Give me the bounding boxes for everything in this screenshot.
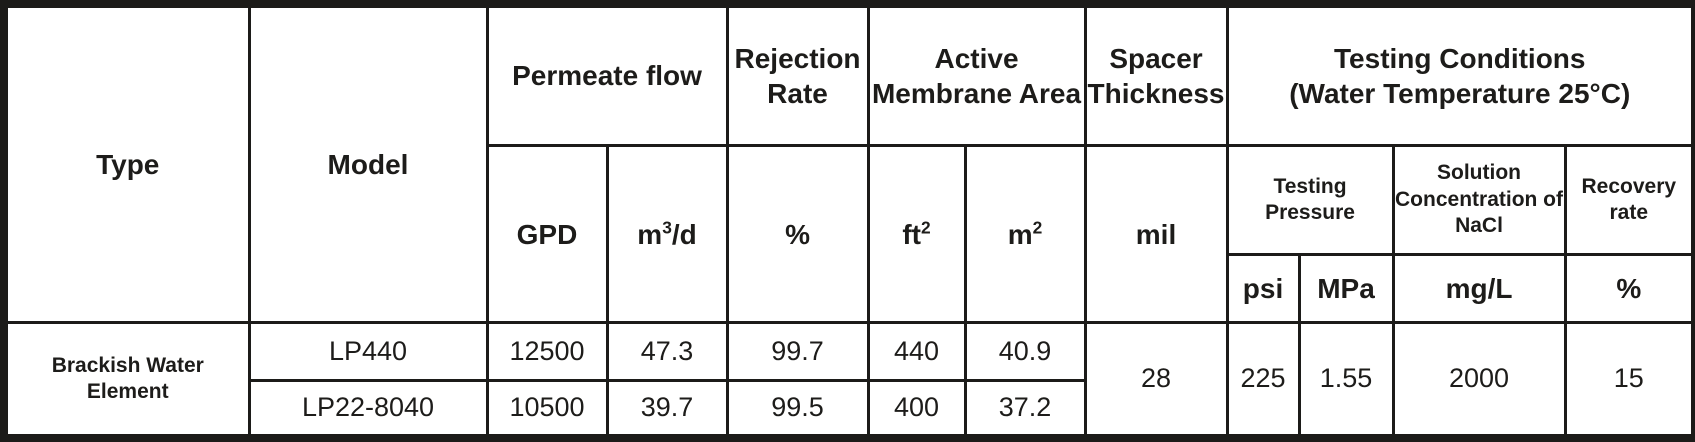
cell-gpd: 12500: [485, 321, 609, 382]
testing-conditions-line2: (Water Temperature 25°C): [1289, 77, 1631, 109]
cell-nacl-concentration: 2000: [1391, 321, 1567, 440]
cell-m3d: 39.7: [605, 378, 729, 440]
cell-recovery-rate: 15: [1563, 321, 1695, 440]
cell-model: LP22-8040: [247, 378, 489, 440]
cell-model: LP440: [247, 321, 489, 382]
cell-ft2: 400: [866, 378, 967, 440]
header-rejection-rate: Rejection Rate: [725, 2, 870, 147]
unit-rejection-percent: %: [725, 143, 870, 325]
unit-psi: psi: [1225, 252, 1301, 325]
cell-m2: 37.2: [963, 378, 1087, 440]
cell-ft2: 440: [866, 321, 967, 382]
unit-gpd: GPD: [485, 143, 609, 325]
cell-m3d: 47.3: [605, 321, 729, 382]
cell-gpd: 10500: [485, 378, 609, 440]
cell-m2: 40.9: [963, 321, 1087, 382]
unit-m3d: m3/d: [605, 143, 729, 325]
unit-mpa: MPa: [1297, 252, 1395, 325]
header-recovery-rate: Recovery rate: [1563, 143, 1695, 256]
cell-pressure-mpa: 1.55: [1297, 321, 1395, 440]
unit-mgl: mg/L: [1391, 252, 1567, 325]
header-model: Model: [247, 2, 489, 325]
cell-spacer-thickness: 28: [1083, 321, 1229, 440]
header-testing-pressure: Testing Pressure: [1225, 143, 1395, 256]
header-row-units: psi MPa mg/L %: [4, 252, 1695, 325]
testing-conditions-line1: Testing Conditions: [1334, 42, 1586, 74]
table-row-lp22-8040: LP22-8040 10500 39.7 99.5 400 37.2: [4, 378, 1695, 440]
unit-mil: mil: [1083, 143, 1229, 325]
header-row-subgroups: GPD m3/d % ft2 m2 mil Testing Pressure S…: [4, 143, 1695, 325]
header-solution-concentration: Solution Concentration of NaCl: [1391, 143, 1567, 256]
cell-element-type: Brackish Water Element: [2, 321, 251, 440]
cell-rejection: 99.5: [725, 378, 870, 440]
header-active-membrane-area: Active Membrane Area: [866, 2, 1087, 147]
header-permeate-flow: Permeate flow: [485, 2, 729, 147]
header-spacer-thickness: Spacer Thickness: [1083, 2, 1229, 147]
header-row-groups: Type Model Permeate flow Rejection Rate …: [2, 2, 1695, 325]
cell-rejection: 99.7: [725, 321, 870, 382]
header-testing-conditions: Testing Conditions (Water Temperature 25…: [1225, 2, 1695, 147]
cell-pressure-psi: 225: [1225, 321, 1301, 440]
header-type: Type: [2, 2, 251, 325]
unit-m2: m2: [963, 143, 1087, 325]
table-row-lp440: Brackish Water Element LP440 12500 47.3 …: [2, 321, 1695, 440]
unit-recovery-percent: %: [1563, 252, 1695, 325]
unit-ft2: ft2: [866, 143, 967, 325]
